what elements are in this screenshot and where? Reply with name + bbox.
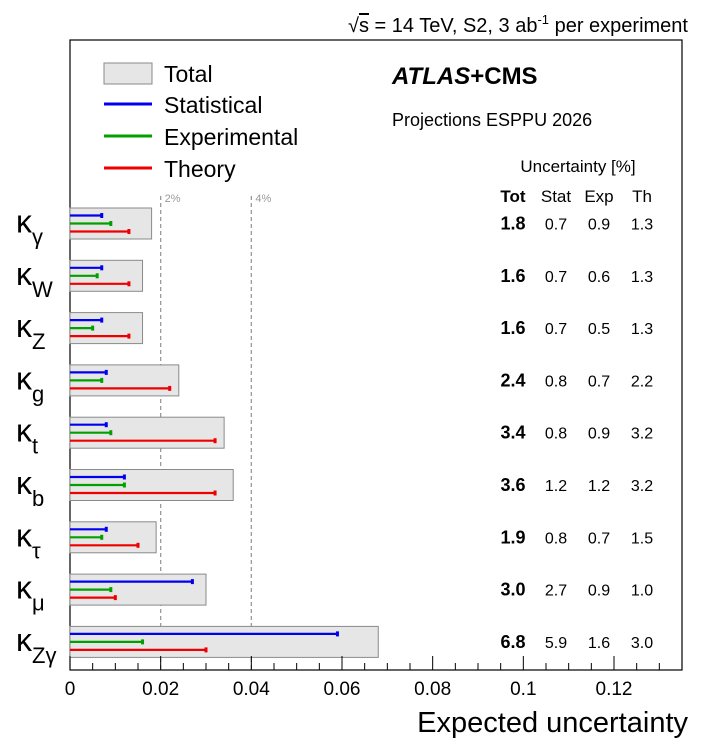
row-label: κγ: [16, 204, 43, 250]
row-0: κγ 1.8 0.7 0.9 1.3: [16, 204, 653, 250]
value-tot: 6.8: [500, 632, 525, 652]
value-th: 1.3: [631, 321, 653, 338]
x-tick-label: 0.06: [324, 679, 361, 700]
plot-frame: [69, 39, 683, 671]
row-6: κτ 1.9 0.8 0.7 1.5: [16, 517, 653, 563]
table-header-stat: Stat: [541, 187, 572, 206]
value-th: 3.0: [631, 635, 653, 652]
value-tot: 3.4: [500, 423, 525, 443]
x-tick-label: 0.12: [596, 679, 633, 700]
data-rows: κγ 1.8 0.7 0.9 1.3 κW 1.6 0.7 0.6 1.3 κZ 1.6 0.7 0.5 1…: [16, 204, 653, 668]
value-stat: 0.8: [545, 426, 567, 443]
x-axis-label: Expected uncertainty: [417, 707, 688, 739]
table-header-exp: Exp: [584, 187, 613, 206]
value-th: 1.5: [631, 530, 653, 547]
row-1: κW 1.6 0.7 0.6 1.3: [16, 256, 653, 302]
value-th: 2.2: [631, 373, 653, 390]
value-tot: 1.8: [500, 214, 525, 234]
x-tick-label: 0.08: [414, 679, 451, 700]
legend: Total Statistical Experimental Theory: [103, 61, 298, 182]
value-stat: 0.8: [545, 373, 567, 390]
value-stat: 0.8: [545, 530, 567, 547]
x-tick-label: 0.02: [142, 679, 179, 700]
legend-stat-label: Statistical: [164, 92, 262, 118]
value-tot: 1.6: [500, 266, 525, 286]
row-label: κb: [16, 465, 44, 511]
value-stat: 2.7: [545, 583, 567, 600]
x-tick-label: 0: [65, 679, 76, 700]
x-tick-label: 0.04: [233, 679, 270, 700]
row-label: κg: [16, 360, 44, 406]
value-tot: 1.6: [500, 318, 525, 338]
row-label: κZγ: [16, 622, 56, 668]
legend-exp-label: Experimental: [164, 124, 298, 150]
row-label: κμ: [16, 570, 45, 616]
value-exp: 0.7: [588, 530, 610, 547]
value-exp: 0.7: [588, 373, 610, 390]
value-th: 1.3: [631, 217, 653, 234]
table-title: Uncertainty [%]: [520, 157, 635, 176]
value-th: 1.3: [631, 269, 653, 286]
legend-total-label: Total: [164, 61, 213, 87]
legend-total-swatch: [103, 62, 153, 85]
reference-label-1: 4%: [255, 193, 271, 205]
experiment-subtitle: Projections ESPPU 2026: [392, 110, 592, 130]
value-stat: 0.7: [545, 321, 567, 338]
value-stat: 5.9: [545, 635, 567, 652]
row-8: κZγ 6.8 5.9 1.6 3.0: [16, 622, 653, 668]
value-exp: 0.5: [588, 321, 610, 338]
table-header-th: Th: [632, 187, 652, 206]
row-5: κb 3.6 1.2 1.2 3.2: [16, 465, 653, 511]
row-label: κZ: [16, 308, 45, 354]
row-4: κt 3.4 0.8 0.9 3.2: [16, 413, 653, 459]
reference-label-0: 2%: [165, 193, 181, 205]
x-axis: 0 0.02 0.04 0.06 0.08 0.1 0.12: [65, 656, 683, 700]
value-exp: 0.9: [588, 217, 610, 234]
experiment-label: ATLAS+CMS: [391, 63, 538, 90]
row-label: κτ: [16, 517, 41, 563]
x-tick-label: 0.1: [510, 679, 536, 700]
row-label: κt: [16, 413, 38, 459]
value-exp: 0.6: [588, 269, 610, 286]
value-th: 3.2: [631, 478, 653, 495]
row-7: κμ 3.0 2.7 0.9 1.0: [16, 570, 653, 616]
value-tot: 3.0: [500, 580, 525, 600]
value-exp: 1.2: [588, 478, 610, 495]
total-bar: [69, 207, 153, 240]
chart-header: √s = 14 TeV, S2, 3 ab-1 per experiment: [348, 12, 688, 37]
value-stat: 1.2: [545, 478, 567, 495]
value-exp: 1.6: [588, 635, 610, 652]
value-th: 3.2: [631, 426, 653, 443]
table-header-tot: Tot: [500, 187, 526, 206]
value-stat: 0.7: [545, 217, 567, 234]
legend-th-label: Theory: [164, 156, 236, 182]
row-label: κW: [16, 256, 53, 302]
value-exp: 0.9: [588, 426, 610, 443]
value-exp: 0.9: [588, 583, 610, 600]
value-stat: 0.7: [545, 269, 567, 286]
row-3: κg 2.4 0.8 0.7 2.2: [16, 360, 653, 406]
value-tot: 2.4: [500, 370, 525, 390]
value-th: 1.0: [631, 583, 653, 600]
value-tot: 1.9: [500, 527, 525, 547]
row-2: κZ 1.6 0.7 0.5 1.3: [16, 308, 653, 354]
value-tot: 3.6: [500, 475, 525, 495]
